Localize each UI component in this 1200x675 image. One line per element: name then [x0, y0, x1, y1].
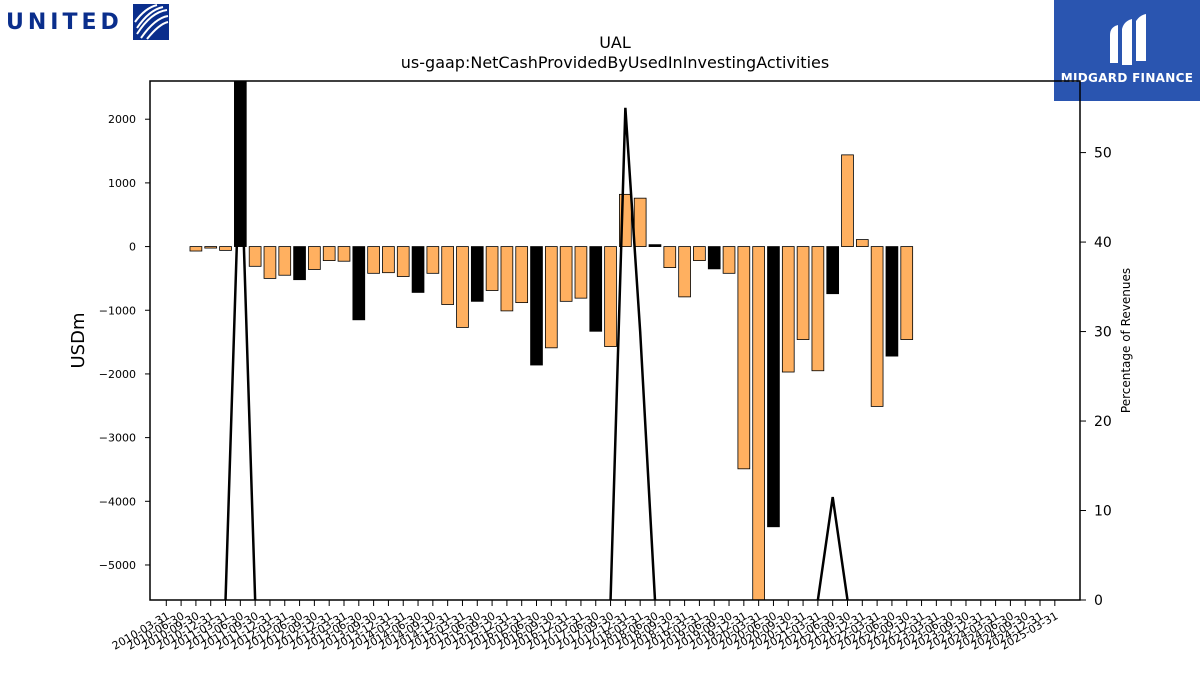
bar [767, 246, 780, 528]
bar [293, 246, 306, 281]
bar [693, 246, 706, 261]
y2-axis-label: Percentage of Revenues [1119, 268, 1133, 413]
bar [589, 246, 603, 332]
y-tick-label: 0 [129, 241, 136, 254]
bar [396, 246, 410, 277]
bar [515, 246, 529, 304]
bar [204, 246, 218, 249]
bar [500, 246, 514, 312]
bar [574, 246, 588, 299]
bar [811, 246, 825, 372]
bar [470, 246, 484, 302]
chart-subtitle: us-gaap:NetCashProvidedByUsedInInvesting… [401, 53, 829, 72]
bar [663, 246, 677, 268]
bar [530, 246, 543, 366]
bar [278, 246, 292, 276]
y2-tick-label: 0 [1094, 593, 1103, 609]
y-tick-label: −3000 [99, 432, 136, 445]
bar [456, 246, 469, 328]
bar [900, 246, 914, 340]
bar [678, 246, 691, 298]
bar [382, 246, 395, 274]
united-wordmark: UNITED [6, 9, 123, 35]
bar [426, 246, 440, 274]
y-tick-label: −5000 [99, 559, 136, 572]
bar [619, 193, 632, 247]
y2-tick-label: 40 [1094, 235, 1112, 251]
bar [885, 246, 899, 357]
percent-line [224, 134, 257, 601]
bar [263, 246, 277, 279]
y-tick-label: 2000 [108, 113, 136, 126]
bar [707, 246, 721, 270]
y2-tick-label: 30 [1094, 325, 1112, 341]
bar [411, 246, 425, 293]
bar [441, 246, 454, 305]
bar [737, 246, 751, 470]
bar [219, 246, 232, 251]
bar [544, 246, 558, 349]
y-tick-label: 1000 [108, 177, 136, 190]
bar [752, 246, 765, 601]
y2-tick-label: 20 [1094, 414, 1112, 430]
bar [308, 246, 321, 270]
bar [337, 246, 351, 262]
bar [367, 246, 380, 274]
bar [322, 246, 336, 261]
midgard-finance-logo: MIDGARD FINANCE [1054, 0, 1200, 101]
percent-line [609, 107, 657, 601]
plot-frame [149, 80, 1081, 601]
united-globe-icon [132, 4, 169, 40]
bar [559, 246, 573, 302]
midgard-wordmark: MIDGARD FINANCE [1060, 71, 1194, 85]
united-logo: UNITED [6, 4, 169, 40]
y-axis-label: USDm [68, 313, 89, 369]
bar [870, 246, 884, 407]
bar [248, 246, 262, 267]
bar [722, 246, 736, 274]
percent-line [816, 496, 849, 601]
chart-title: UAL [599, 33, 631, 52]
bar [841, 154, 854, 247]
bar [826, 246, 840, 295]
bar [781, 246, 795, 373]
y-tick-label: −1000 [99, 304, 136, 317]
midgard-mark-icon [1110, 14, 1146, 65]
bar [485, 246, 499, 291]
bar [604, 246, 617, 347]
bar [648, 244, 662, 247]
y-tick-label: −4000 [99, 495, 136, 508]
bar [189, 246, 203, 252]
y2-tick-label: 10 [1094, 504, 1112, 520]
bar [796, 246, 810, 340]
bar [352, 246, 366, 321]
bar [855, 239, 869, 247]
y-tick-label: −2000 [99, 368, 136, 381]
y2-tick-label: 50 [1094, 146, 1112, 162]
bar [633, 197, 647, 247]
